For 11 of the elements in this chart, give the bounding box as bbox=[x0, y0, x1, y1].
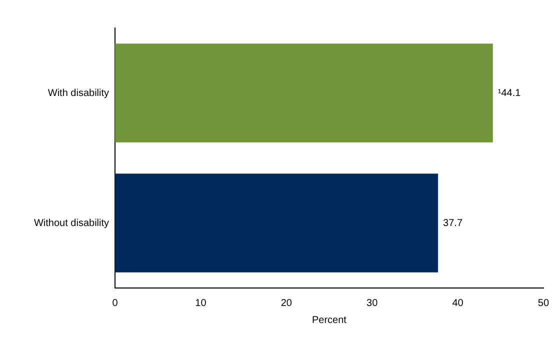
y-tick-label: With disability bbox=[48, 88, 110, 99]
x-tick-label: 40 bbox=[452, 298, 464, 309]
x-tick-label: 0 bbox=[112, 298, 118, 309]
x-tick-label: 30 bbox=[366, 298, 378, 309]
x-axis-title: Percent bbox=[312, 314, 347, 326]
x-tick-label: 20 bbox=[280, 298, 292, 309]
x-tick-label: 50 bbox=[538, 298, 550, 309]
x-tick-label: 10 bbox=[195, 298, 207, 309]
data-label: ¹44.1 bbox=[498, 88, 522, 99]
data-label: 37.7 bbox=[443, 218, 463, 229]
y-tick-label: Without disability bbox=[34, 218, 110, 229]
